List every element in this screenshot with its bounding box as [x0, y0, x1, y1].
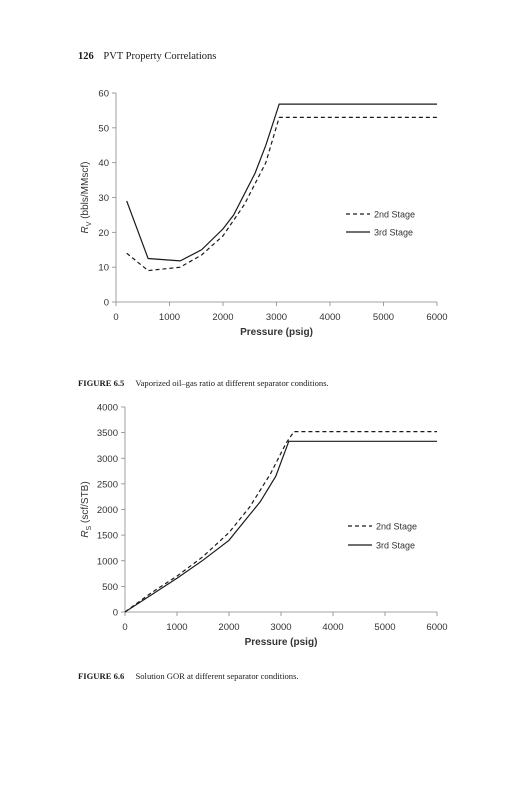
x-tick-label: 1000: [159, 312, 180, 323]
y-tick-label: 60: [98, 89, 109, 100]
y-tick-label: 20: [98, 228, 109, 239]
x-tick-label: 5000: [373, 312, 394, 323]
legend-label: 2nd Stage: [376, 521, 417, 531]
series-line-2nd-stage: [126, 116, 437, 272]
legend-label: 2nd Stage: [374, 209, 415, 219]
figure-caption-text: Vaporized oil–gas ratio at different sep…: [135, 378, 329, 388]
y-tick-label: 2500: [97, 479, 118, 490]
x-axis-label: Pressure (psig): [245, 637, 318, 648]
y-tick-label: 3000: [97, 454, 118, 465]
figure-caption-6-5: FIGURE 6.5 Vaporized oil–gas ratio at di…: [78, 378, 329, 388]
series-line-3rd-stage: [126, 103, 437, 262]
figure-label: FIGURE 6.6: [78, 671, 125, 681]
x-tick-label: 5000: [374, 622, 395, 633]
x-tick-label: 6000: [426, 622, 447, 633]
y-tick-label: 30: [98, 193, 109, 204]
y-tick-label: 4000: [97, 403, 118, 414]
figure-caption-text: Solution GOR at different separator cond…: [135, 671, 299, 681]
x-tick-label: 0: [113, 312, 118, 323]
y-tick-label: 1000: [97, 556, 118, 567]
x-tick-label: 6000: [426, 312, 447, 323]
page-number: 126: [78, 51, 94, 62]
y-tick-label: 0: [104, 298, 109, 309]
y-tick-label: 1500: [97, 531, 118, 542]
legend-label: 3rd Stage: [376, 540, 415, 550]
x-tick-label: 2000: [212, 312, 233, 323]
x-axis-label: Pressure (psig): [240, 327, 313, 338]
y-tick-label: 2000: [97, 505, 118, 516]
running-title: PVT Property Correlations: [103, 51, 217, 62]
figure-label: FIGURE 6.5: [78, 378, 125, 388]
x-tick-label: 1000: [166, 622, 187, 633]
y-axis-label: RS (scf/STB): [80, 481, 93, 537]
y-tick-label: 50: [98, 123, 109, 134]
x-tick-label: 3000: [266, 312, 287, 323]
y-tick-label: 3500: [97, 428, 118, 439]
y-tick-label: 40: [98, 158, 109, 169]
series-line-2nd-stage: [124, 431, 437, 613]
figure-caption-6-6: FIGURE 6.6 Solution GOR at different sep…: [78, 671, 299, 681]
x-tick-label: 4000: [319, 312, 340, 323]
x-tick-label: 4000: [322, 622, 343, 633]
x-tick-label: 3000: [270, 622, 291, 633]
y-axis-label: RV (bbls/MMscf): [80, 162, 93, 234]
y-tick-label: 10: [98, 263, 109, 274]
y-tick-label: 500: [102, 582, 118, 593]
page-header: 126 PVT Property Correlations: [78, 51, 216, 62]
x-tick-label: 2000: [218, 622, 239, 633]
legend-label: 3rd Stage: [374, 227, 413, 237]
series-line-3rd-stage: [124, 440, 437, 613]
y-tick-label: 0: [113, 608, 118, 619]
x-tick-label: 0: [122, 622, 127, 633]
